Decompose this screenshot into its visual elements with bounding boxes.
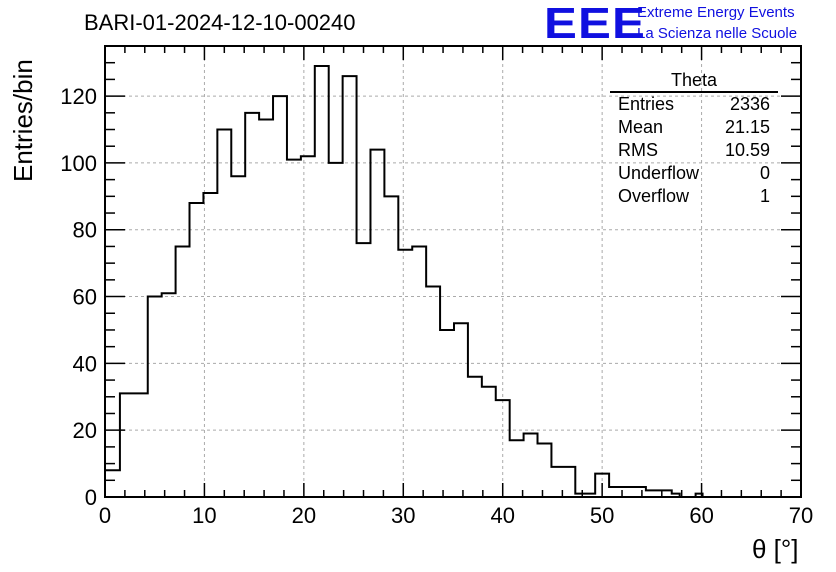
y-tick-label: 80 <box>73 218 97 243</box>
stats-label: RMS <box>618 140 658 160</box>
x-axis-label: θ [°] <box>752 534 799 564</box>
stats-value: 0 <box>759 163 770 183</box>
x-tick-label: 50 <box>590 503 614 528</box>
stats-label: Entries <box>618 94 675 114</box>
x-tick-label: 20 <box>292 503 316 528</box>
x-tick-label: 10 <box>192 503 216 528</box>
stats-row-overflow: Overflow 1 <box>610 185 778 208</box>
y-tick-label: 100 <box>60 151 97 176</box>
grid-lines <box>105 46 801 497</box>
stats-value: 2336 <box>729 94 770 114</box>
logo-line-1: Extreme Energy Events <box>637 4 795 21</box>
stats-title: Theta <box>610 70 778 93</box>
stats-label: Mean <box>618 117 664 137</box>
stats-row-underflow: Underflow 0 <box>610 162 778 185</box>
stats-row-entries: Entries 2336 <box>610 93 778 116</box>
axis-ticks <box>104 45 802 498</box>
y-tick-label: 40 <box>73 351 97 376</box>
y-tick-label: 60 <box>73 285 97 310</box>
y-tick-label: 0 <box>85 485 97 510</box>
stats-row-rms: RMS 10.59 <box>610 139 778 162</box>
run-title: BARI-01-2024-12-10-00240 <box>84 10 356 35</box>
histogram-series <box>104 65 745 498</box>
x-tick-label: 30 <box>391 503 415 528</box>
stats-row-mean: Mean 21.15 <box>610 116 778 139</box>
y-tick-label: 20 <box>73 418 97 443</box>
x-tick-label: 60 <box>689 503 713 528</box>
y-axis-label: Entries/bin <box>8 59 38 182</box>
x-tick-label: 0 <box>99 503 111 528</box>
stats-box: Theta Entries 2336 Mean 21.15 RMS 10.59 … <box>610 70 778 208</box>
stats-value: 21.15 <box>724 117 770 137</box>
x-tick-label: 40 <box>490 503 514 528</box>
logo-line-2: La Scienza nelle Scuole <box>637 25 798 42</box>
stats-label: Overflow <box>618 186 690 206</box>
y-tick-label: 120 <box>60 84 97 109</box>
x-tick-label: 70 <box>789 503 813 528</box>
stats-label: Underflow <box>618 163 700 183</box>
eee-logo: EEE <box>544 0 646 48</box>
stats-value: 10.59 <box>724 140 770 160</box>
plot-frame <box>104 45 802 498</box>
stats-value: 1 <box>759 186 770 206</box>
